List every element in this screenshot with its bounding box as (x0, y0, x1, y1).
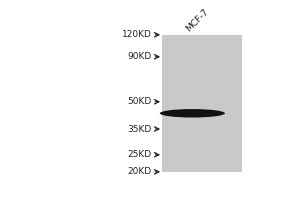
Text: 50KD: 50KD (127, 97, 152, 106)
Text: 35KD: 35KD (127, 125, 152, 134)
Text: 25KD: 25KD (127, 150, 152, 159)
Text: 120KD: 120KD (122, 30, 152, 39)
Text: MCF-7: MCF-7 (184, 7, 210, 33)
Text: 20KD: 20KD (127, 167, 152, 176)
Text: 90KD: 90KD (127, 52, 152, 61)
Ellipse shape (160, 109, 225, 118)
Bar (162, 35, 242, 172)
